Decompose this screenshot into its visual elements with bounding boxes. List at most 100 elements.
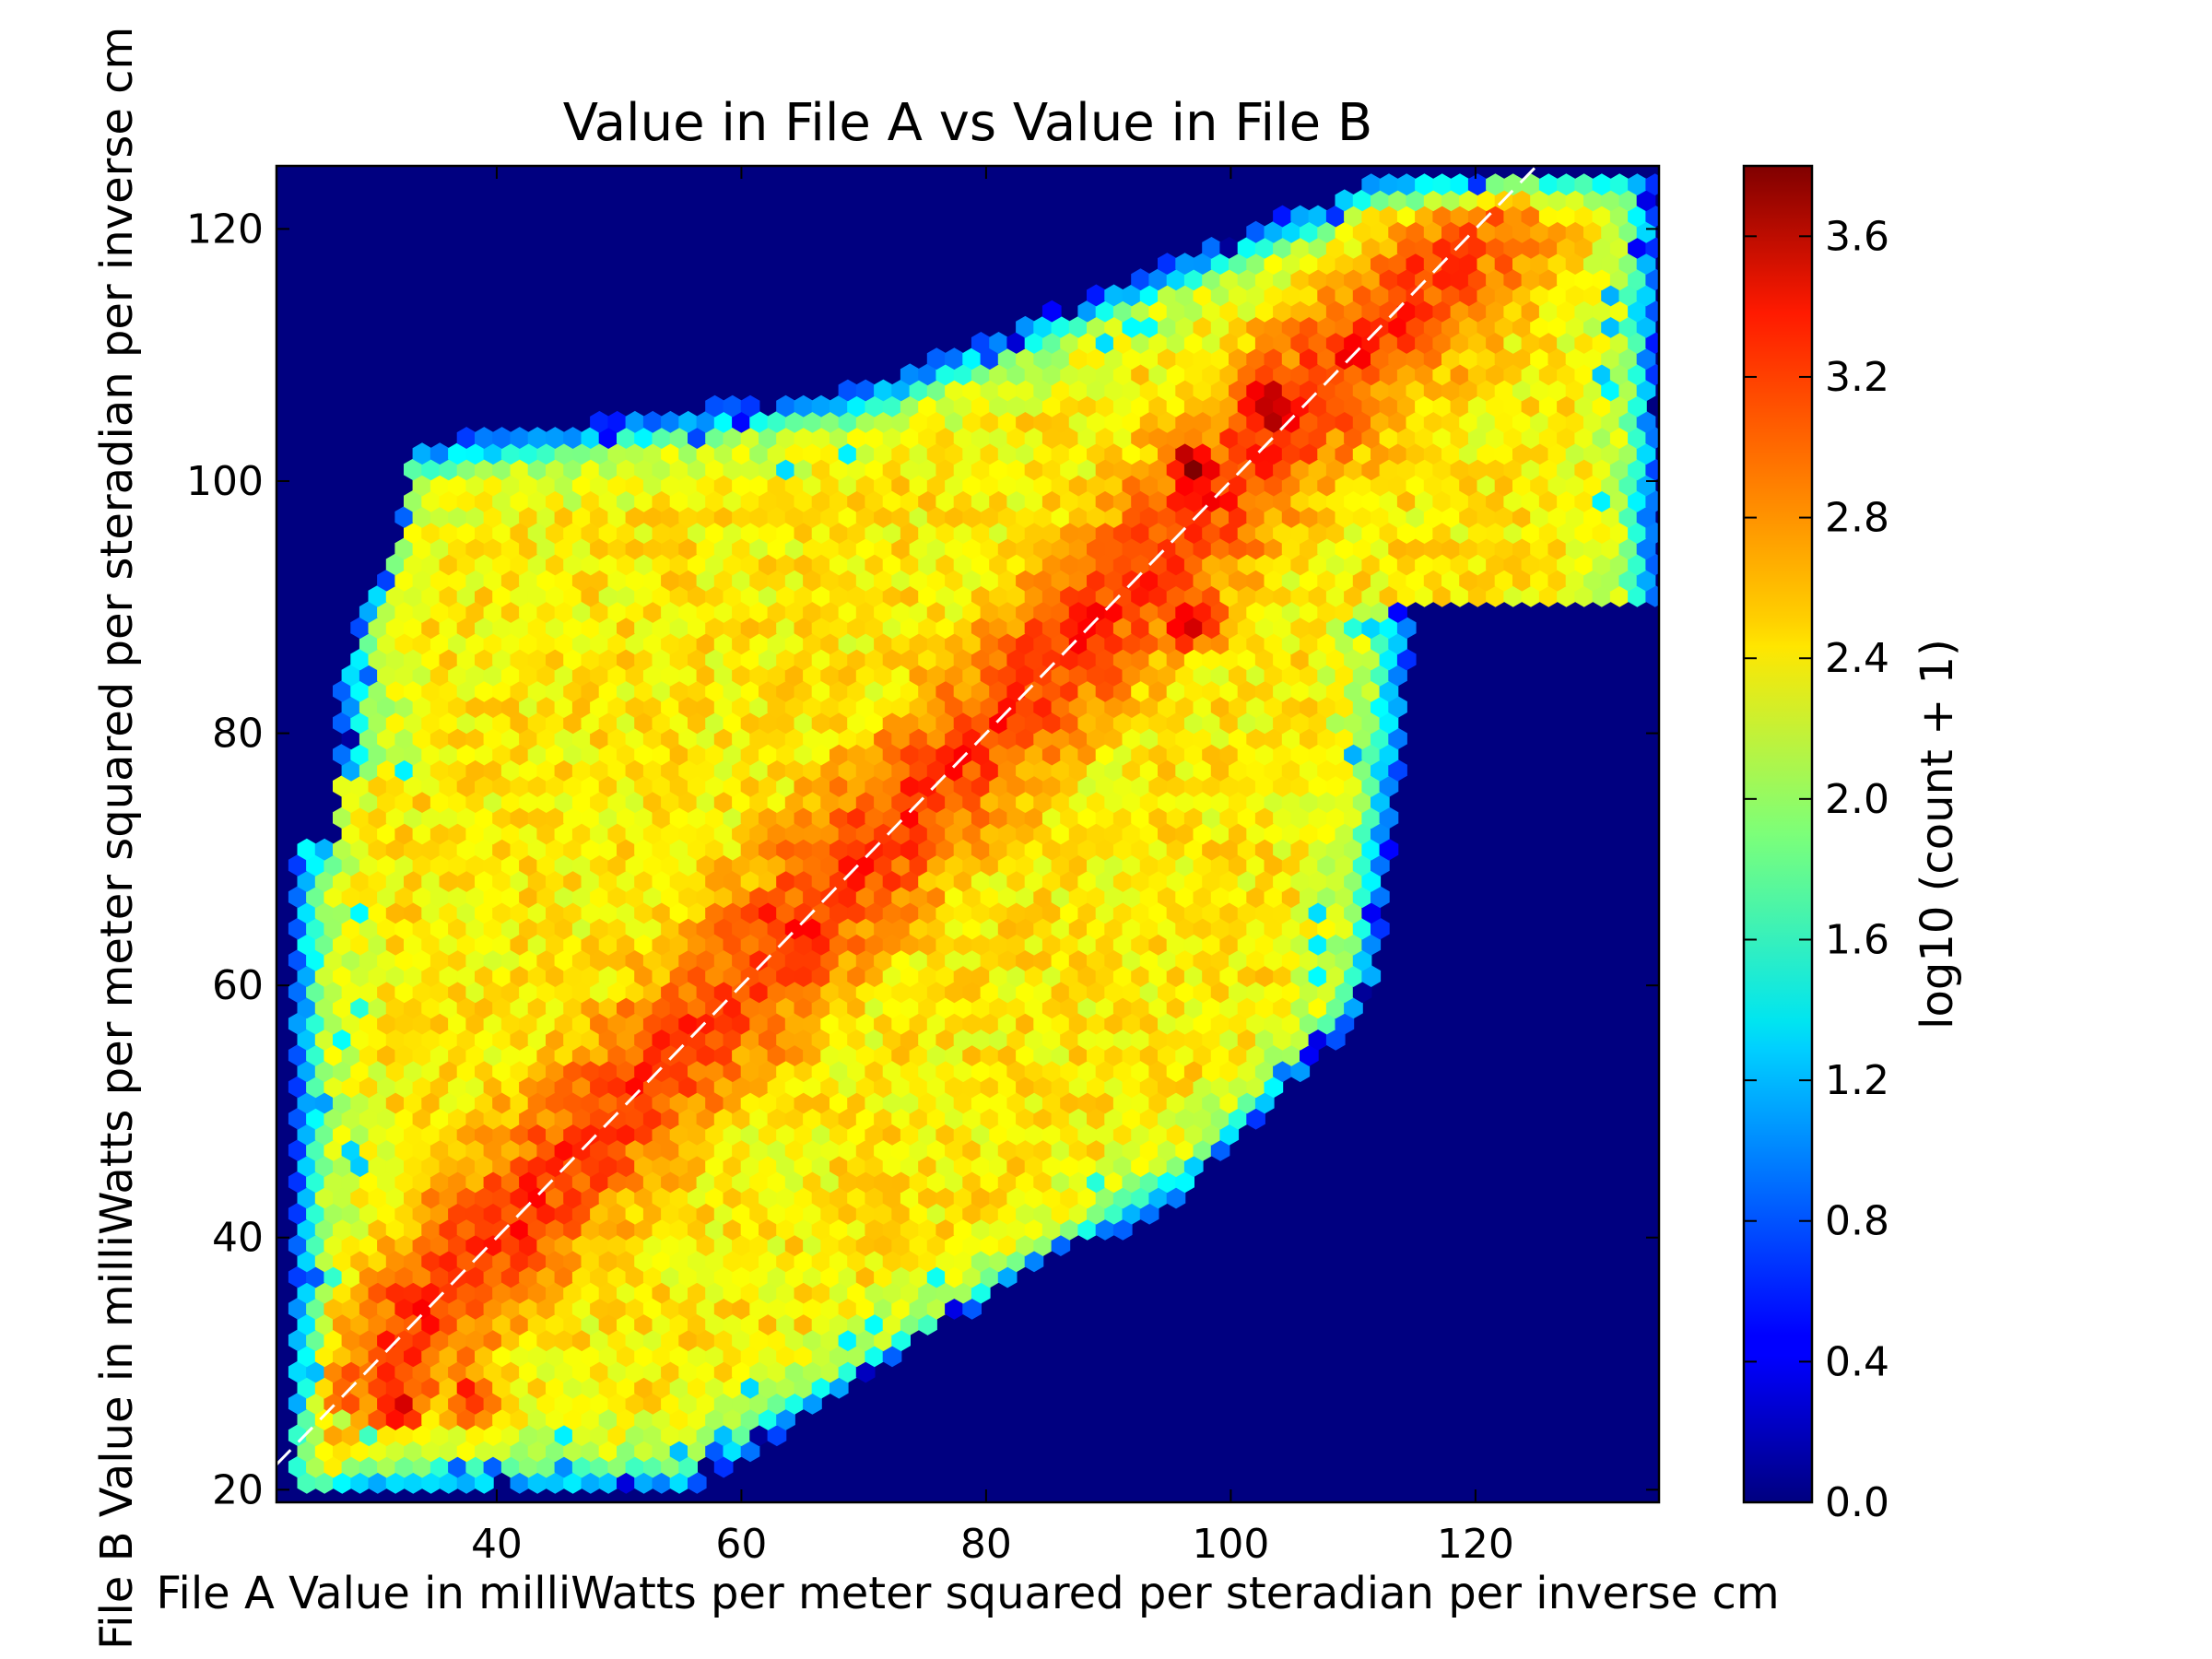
hexbin-cell (1068, 474, 1088, 497)
hexbin-cell (1494, 315, 1514, 338)
hexbin-cell (803, 506, 822, 528)
hexbin-cell (1229, 253, 1248, 275)
hexbin-cell (652, 522, 672, 544)
hexbin-cell (811, 617, 831, 640)
hexbin-cell (448, 1392, 467, 1415)
hexbin-cell (688, 1186, 707, 1209)
hexbin-cell (838, 379, 858, 402)
hexbin-cell (803, 664, 822, 687)
hexbin-cell (1158, 537, 1177, 560)
hexbin-cell (1264, 759, 1284, 782)
y-tick-label: 60 (212, 962, 264, 1009)
hexbin-cell (678, 759, 698, 782)
hexbin-cell (759, 996, 778, 1019)
hexbin-cell (909, 1139, 929, 1161)
hexbin-cell (830, 427, 849, 449)
hexbin-cell (678, 664, 698, 687)
hexbin-cell (448, 917, 467, 940)
hexbin-cell (945, 886, 964, 909)
hexbin-cell (1636, 537, 1656, 560)
hexbin-cell (723, 1376, 743, 1399)
hexbin-cell (740, 1281, 760, 1304)
hexbin-cell (830, 522, 849, 544)
hexbin-cell (297, 933, 317, 956)
hexbin-cell (661, 632, 680, 655)
hexbin-cell (830, 1060, 849, 1083)
hexbin-cell (1335, 474, 1355, 497)
hexbin-cell (838, 1171, 858, 1194)
hexbin-cell (1095, 743, 1115, 766)
hexbin-cell (1219, 1091, 1240, 1114)
hexbin-cell (1246, 632, 1265, 655)
hexbin-cell (483, 1139, 503, 1161)
hexbin-cell (1300, 253, 1319, 275)
hexbin-cell (900, 1028, 920, 1051)
hexbin-cell (803, 1044, 822, 1066)
hexbin-cell (945, 664, 964, 687)
hexbin-cell (669, 1376, 689, 1399)
hexbin-cell (625, 1107, 645, 1130)
hexbin-cell (803, 632, 822, 655)
hexbin-cell (652, 1155, 672, 1178)
hexbin-cell (429, 886, 450, 909)
hexbin-cell (1406, 474, 1426, 497)
hexbin-cell (926, 853, 947, 877)
hexbin-cell (439, 1313, 459, 1335)
hexbin-cell (723, 775, 743, 797)
hexbin-cell (1131, 268, 1150, 291)
hexbin-cell (607, 664, 627, 687)
hexbin-cell (1361, 268, 1382, 291)
hexbin-cell (678, 981, 698, 1004)
hexbin-cell (962, 474, 982, 497)
hexbin-cell (1628, 553, 1647, 576)
hexbin-cell (1237, 743, 1257, 766)
hexbin-cell (1016, 410, 1035, 433)
hexbin-cell (1104, 886, 1124, 909)
hexbin-cell (1281, 569, 1301, 592)
hexbin-cell (803, 1360, 822, 1383)
hexbin-cell (732, 410, 751, 433)
hexbin-cell (1229, 315, 1248, 338)
hexbin-cell (546, 1123, 565, 1146)
hexbin-cell (669, 838, 689, 861)
hexbin-cell (1371, 379, 1390, 402)
hexbin-cell (1512, 189, 1532, 212)
hexbin-cell (1122, 1012, 1142, 1035)
hexbin-cell (784, 1044, 805, 1066)
hexbin-cell (1183, 679, 1204, 702)
hexbin-cell (1300, 948, 1319, 971)
hexbin-cell (1095, 300, 1115, 323)
hexbin-cell (1618, 315, 1639, 338)
hexbin-cell (590, 537, 609, 560)
hexbin-cell (953, 522, 973, 544)
hexbin-cell (1104, 791, 1124, 813)
hexbin-cell (1538, 268, 1559, 291)
hexbin-cell (625, 696, 645, 718)
hexbin-cell (421, 712, 441, 735)
hexbin-cell (935, 933, 956, 956)
hexbin-cell (1371, 537, 1390, 560)
hexbin-cell (803, 569, 822, 592)
hexbin-cell (767, 1076, 787, 1099)
hexbin-cell (1254, 743, 1275, 766)
hexbin-cell (1388, 696, 1407, 718)
hexbin-cell (838, 1329, 858, 1352)
hexbin-cell (1051, 759, 1071, 782)
hexbin-cell (412, 474, 432, 497)
hexbin-cell (1033, 315, 1053, 338)
hexbin-cell (767, 442, 787, 465)
hexbin-cell (1219, 268, 1240, 291)
hexbin-cell (1254, 394, 1275, 418)
hexbin-cell (1202, 1091, 1221, 1114)
hexbin-cell (1016, 537, 1035, 560)
hexbin-cell (1264, 727, 1284, 750)
hexbin-cell (456, 427, 477, 449)
hexbin-cell (590, 601, 609, 623)
hexbin-cell (492, 996, 512, 1019)
hexbin-cell (997, 917, 1018, 940)
hexbin-cell (696, 981, 716, 1004)
hexbin-cell (874, 1139, 893, 1161)
hexbin-cell (1290, 553, 1311, 576)
hexbin-cell (1024, 584, 1044, 607)
hexbin-cell (1379, 806, 1399, 830)
